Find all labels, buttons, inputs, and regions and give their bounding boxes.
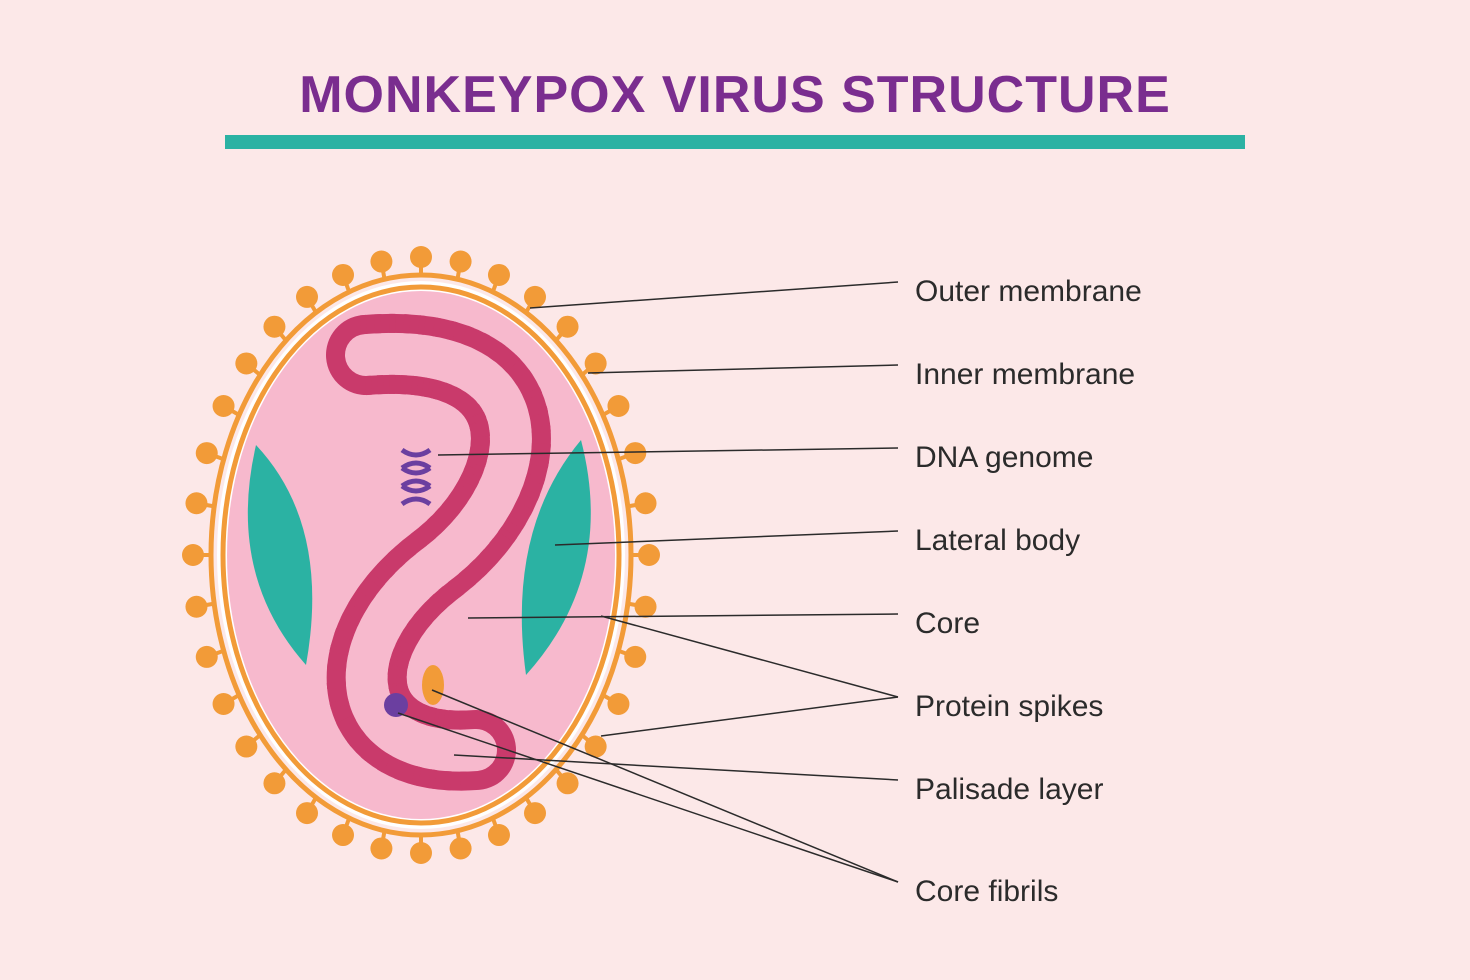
protein-spike-head [607,693,629,715]
protein-spike-head [450,837,472,859]
protein-spike-head [213,395,235,417]
palisade-tick [377,314,378,333]
protein-spike-head [624,646,646,668]
protein-spike-head [182,544,204,566]
protein-spike-head [488,824,510,846]
protein-spike-head [557,316,579,338]
protein-spike-head [450,251,472,273]
palisade-tick [403,375,404,394]
palisade-tick [414,376,416,395]
label-protein-spikes: Protein spikes [915,690,1103,724]
protein-spike-head [635,492,657,514]
protein-spike-head [296,286,318,308]
label-palisade-layer: Palisade layer [915,773,1103,807]
protein-spike-head [635,596,657,618]
palisade-tick [435,318,438,337]
protein-spike-head [585,352,607,374]
protein-spike-head [332,264,354,286]
protein-spike-head [196,646,218,668]
palisade-tick [447,771,448,790]
protein-spike-head [624,442,646,464]
protein-spike-head [263,316,285,338]
virus-diagram [0,0,1470,980]
protein-spike-head [488,264,510,286]
protein-spike-head [557,772,579,794]
protein-spike-head [410,842,432,864]
palisade-tick [406,314,407,333]
protein-spike-head [410,246,432,268]
protein-spike-head [235,736,257,758]
label-core: Core [915,607,980,641]
palisade-tick [431,770,434,789]
protein-spike-head [524,286,546,308]
label-outer-membrane: Outer membrane [915,275,1142,309]
leader-line [601,697,898,736]
protein-spike-head [370,251,392,273]
palisade-tick [440,709,443,728]
leader-line [530,282,898,308]
protein-spike-head [185,596,207,618]
palisade-tick [532,446,551,447]
core-fibril-shape [384,693,408,717]
protein-spike-head [185,492,207,514]
palisade-tick [530,461,549,465]
palisade-tick [368,376,370,395]
protein-spike-head [213,693,235,715]
protein-spike-head [296,802,318,824]
diagram-canvas: MONKEYPOX VIRUS STRUCTURE Outer membrane… [0,0,1470,980]
protein-spike-head [332,824,354,846]
palisade-tick [424,378,427,397]
protein-spike-head [196,442,218,464]
palisade-tick [451,710,452,729]
palisade-tick [532,428,551,429]
label-inner-membrane: Inner membrane [915,358,1135,392]
label-lateral-body: Lateral body [915,524,1080,558]
palisade-tick [388,680,407,681]
protein-spike-head [524,802,546,824]
palisade-tick [363,315,365,334]
palisade-tick [388,672,407,674]
label-dna-genome: DNA genome [915,441,1093,475]
protein-spike-head [370,837,392,859]
palisade-tick [330,648,349,652]
palisade-tick [471,433,490,434]
palisade-tick [380,375,381,394]
protein-spike-head [607,395,629,417]
palisade-tick [327,666,346,668]
palisade-tick [470,450,489,454]
palisade-tick [421,316,423,335]
core-fibril-shape [422,665,444,705]
leader-line [588,365,898,373]
label-core-fibrils: Core fibrils [915,875,1058,909]
palisade-tick [327,685,346,686]
protein-spike-head [638,544,660,566]
protein-spike-head [235,352,257,374]
protein-spike-head [263,772,285,794]
palisade-tick [471,442,490,443]
palisade-tick [390,662,409,666]
